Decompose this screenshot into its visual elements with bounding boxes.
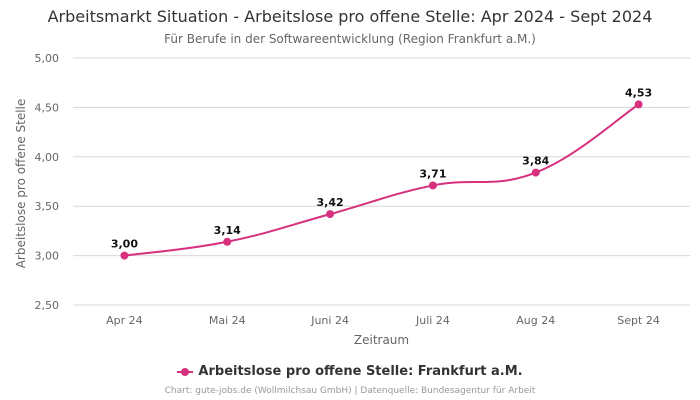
data-label: 3,42	[317, 196, 344, 209]
data-label: 3,71	[419, 167, 446, 180]
y-axis-title: Arbeitslose pro offene Stelle	[14, 99, 28, 269]
legend-label: Arbeitslose pro offene Stelle: Frankfurt…	[198, 364, 523, 379]
y-tick-label: 5,00	[35, 52, 60, 65]
y-tick-label: 3,00	[35, 250, 60, 263]
data-label: 3,14	[214, 224, 241, 237]
x-tick-label: Sept 24	[617, 314, 660, 327]
y-tick-label: 2,50	[35, 299, 60, 312]
chart-subtitle: Für Berufe in der Softwareentwicklung (R…	[164, 32, 536, 46]
x-tick-label: Mai 24	[209, 314, 246, 327]
data-label: 3,84	[522, 155, 549, 168]
y-tick-label: 3,50	[35, 200, 60, 213]
chart-footer: Chart: gute-jobs.de (Wollmilchsau GmbH) …	[164, 386, 536, 396]
x-tick-label: Aug 24	[516, 314, 555, 327]
y-tick-label: 4,50	[35, 101, 60, 114]
chart-title: Arbeitsmarkt Situation - Arbeitslose pro…	[47, 7, 653, 26]
legend[interactable]: Arbeitslose pro offene Stelle: Frankfurt…	[0, 364, 700, 379]
data-point	[223, 237, 232, 246]
x-tick-label: Juli 24	[415, 314, 450, 327]
data-point	[634, 100, 643, 109]
legend-marker	[177, 367, 194, 377]
series-line	[124, 103, 640, 257]
data-label: 3,00	[111, 238, 138, 251]
x-tick-label: Apr 24	[106, 314, 143, 327]
x-tick-label: Juni 24	[310, 314, 349, 327]
x-axis-title: Zeitraum	[354, 333, 409, 347]
data-point	[428, 181, 437, 190]
data-point	[326, 210, 335, 219]
data-point	[531, 168, 540, 177]
data-label: 4,53	[625, 86, 652, 99]
y-tick-label: 4,00	[35, 151, 60, 164]
data-point	[120, 251, 129, 260]
